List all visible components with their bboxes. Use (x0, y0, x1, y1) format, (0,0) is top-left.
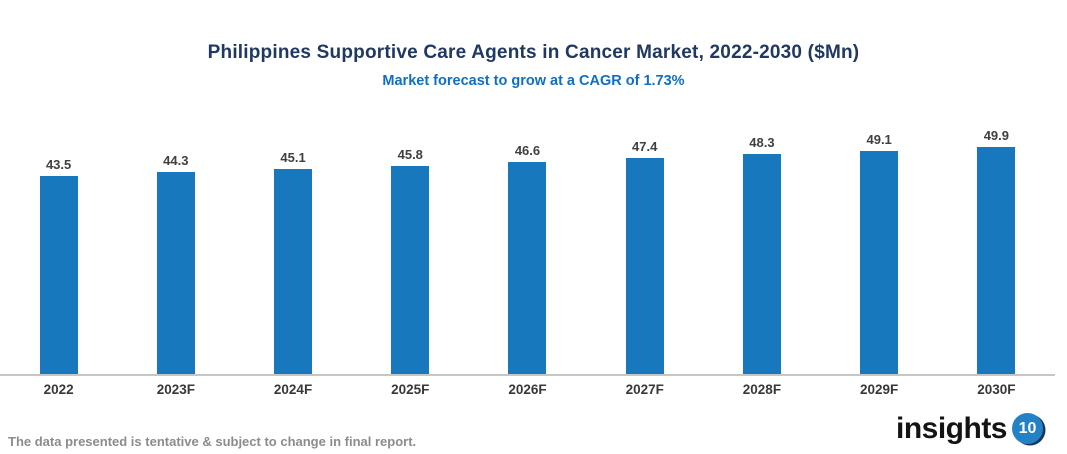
bar-value-label: 47.4 (632, 139, 658, 154)
bar-column: 49.9 (938, 128, 1055, 374)
bar-value-label: 43.5 (45, 157, 72, 172)
x-tick-label: 2022 (43, 382, 74, 397)
bar-column: 49.1 (821, 132, 938, 374)
x-axis-labels: 2022 2023F 2024F 2025F 2026F 2027F 2028F 2029F 2… (0, 376, 1055, 397)
chart-title: Philippines Supportive Care Agents in Ca… (207, 42, 860, 63)
bar (977, 147, 1016, 374)
bar (860, 151, 899, 374)
bar (391, 166, 430, 374)
bar-column: 44.3 (117, 153, 234, 374)
bar (156, 172, 195, 374)
bar-column: 45.1 (234, 150, 351, 374)
bar-value-label: 48.3 (749, 135, 775, 150)
chart-subtitle: Market forecast to grow at a CAGR of 1.7… (382, 73, 685, 89)
bar-value-label: 49.9 (983, 128, 1010, 143)
bar-column: 45.8 (352, 147, 469, 374)
disclaimer-note: The data presented is tentative & subjec… (8, 434, 417, 449)
bar-column: 48.3 (703, 135, 820, 374)
x-tick-label: 2024F (273, 382, 313, 397)
bar (742, 154, 781, 374)
bar-column: 43.5 (0, 157, 117, 374)
bar-value-label: 49.1 (866, 132, 892, 147)
x-tick-label: 2025F (391, 382, 430, 397)
x-tick-label: 2023F (156, 382, 195, 397)
bar-column: 46.6 (469, 143, 586, 374)
bar-column: 47.4 (586, 139, 703, 374)
x-tick-label: 2028F (742, 382, 782, 397)
bar-chart: 43.5 44.3 45.1 45.8 46.6 47.4 48.3 49.1 49.9 202… (0, 110, 1055, 397)
logo-wordmark: insights (895, 411, 1008, 445)
bar-value-label: 45.1 (280, 150, 306, 165)
bar (39, 176, 78, 374)
x-tick-label: 2030F (977, 382, 1016, 397)
plot-area: 43.5 44.3 45.1 45.8 46.6 47.4 48.3 49.1 49.9 (0, 110, 1055, 376)
bar-value-label: 46.6 (514, 143, 541, 158)
x-tick-label: 2026F (508, 382, 547, 397)
bar-value-label: 44.3 (163, 153, 189, 168)
bar-value-label: 45.8 (397, 147, 423, 162)
logo-badge-10: 10 (1012, 413, 1043, 444)
insights10-logo: insights 10 (896, 413, 1043, 444)
x-tick-label: 2029F (860, 382, 899, 397)
bar (274, 169, 313, 374)
x-tick-label: 2027F (625, 382, 664, 397)
bar (508, 162, 547, 374)
bar (625, 158, 664, 374)
